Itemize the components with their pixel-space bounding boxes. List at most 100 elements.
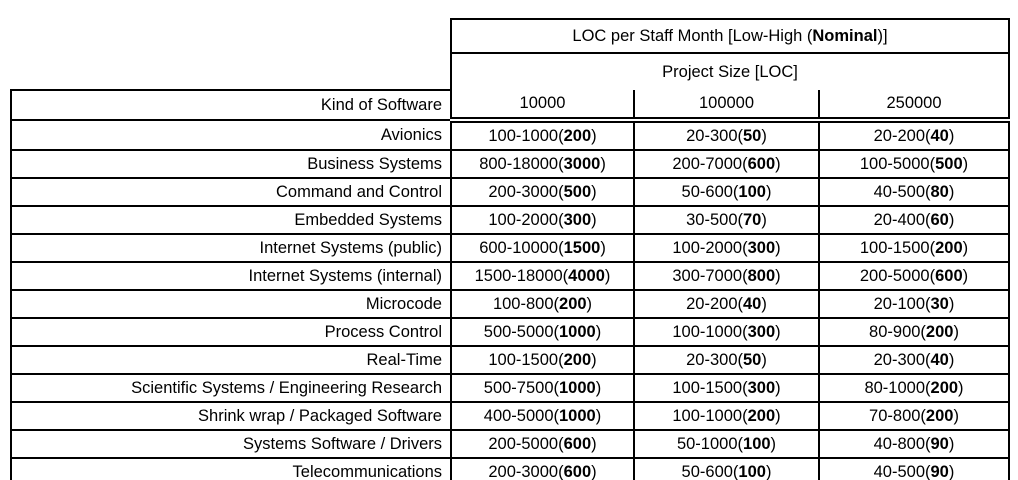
- cell-text-pre: 600-10000(: [479, 238, 564, 257]
- title-text-pre: LOC per Staff Month [Low-High (: [572, 26, 813, 45]
- cell-nominal-text: 90: [930, 434, 949, 453]
- cell-text-pre: 100-1500(: [488, 350, 564, 369]
- cell-text-post: ): [775, 266, 781, 285]
- row-label: Real-Time: [10, 346, 452, 375]
- cell-nominal-text: 80: [930, 182, 949, 201]
- cell-nominal-text: 1500: [563, 238, 601, 257]
- cell-nominal-text: 600: [563, 462, 592, 480]
- table-row: Internet Systems (internal) 1500-18000(4…: [10, 262, 1010, 291]
- table-title: LOC per Staff Month [Low-High (Nominal)]: [450, 18, 1010, 54]
- table-cell: 100-1500(300): [633, 374, 819, 403]
- cell-text-pre: 100-1500(: [859, 238, 936, 257]
- cell-nominal-text: 200: [925, 406, 954, 425]
- table-cell: 100-1000(200): [450, 120, 634, 151]
- cell-text-post: ): [765, 462, 772, 480]
- cell-text-pre: 40-800(: [873, 434, 931, 453]
- cell-text-post: ): [962, 266, 969, 285]
- table-cell: 100-2000(300): [633, 234, 819, 263]
- cell-text-pre: 100-1500(: [672, 378, 748, 397]
- cell-text-post: ): [770, 434, 777, 453]
- cell-text-pre: 20-100(: [873, 294, 931, 313]
- table-cell: 200-5000(600): [450, 430, 634, 459]
- cell-nominal-text: 40: [743, 294, 762, 313]
- cell-text-pre: 20-400(: [873, 210, 931, 229]
- cell-text-pre: 100-2000(: [488, 210, 564, 229]
- table-cell: 600-10000(1500): [450, 234, 634, 263]
- cell-text-pre: 100-1000(: [672, 406, 748, 425]
- cell-nominal-text: 1000: [559, 406, 596, 425]
- cell-text-post: ): [948, 462, 955, 480]
- cell-text-post: ): [761, 210, 767, 229]
- cell-text-pre: 300-7000(: [672, 266, 748, 285]
- cell-nominal-text: 200: [563, 350, 592, 369]
- blank-corner: [11, 19, 451, 53]
- table-cell: 100-800(200): [450, 290, 634, 319]
- table-cell: 100-1000(200): [633, 402, 819, 431]
- table-cell: 100-1500(200): [450, 346, 634, 375]
- table-cell: 100-1000(300): [633, 318, 819, 347]
- table-cell: 20-300(40): [818, 346, 1010, 375]
- cell-nominal-text: 200: [935, 238, 963, 257]
- cell-text-post: ): [600, 154, 606, 173]
- cell-text-pre: 50-1000(: [676, 434, 744, 453]
- cell-text-post: ): [958, 378, 964, 397]
- cell-nominal-text: 300: [563, 210, 592, 229]
- kind-of-software-header: Kind of Software: [10, 89, 452, 121]
- cell-nominal-text: 100: [738, 462, 766, 480]
- blank-corner: [11, 53, 451, 90]
- cell-text-post: ): [595, 406, 602, 425]
- cell-nominal-text: 600: [563, 434, 592, 453]
- cell-text-post: ): [953, 322, 959, 341]
- cell-nominal-text: 90: [930, 462, 949, 480]
- cell-text-pre: 100-5000(: [859, 154, 936, 173]
- row-label: Telecommunications: [10, 458, 452, 480]
- cell-nominal-text: 40: [930, 126, 949, 145]
- cell-nominal-text: 200: [930, 378, 959, 397]
- cell-nominal-text: 50: [743, 126, 762, 145]
- row-label: Systems Software / Drivers: [10, 430, 452, 459]
- table-row: Systems Software / Drivers 200-5000(600)…: [10, 430, 1010, 459]
- cell-text-post: ): [591, 462, 597, 480]
- cell-nominal-text: 300: [747, 378, 776, 397]
- cell-text-pre: 200-3000(: [488, 462, 564, 480]
- cell-text-post: ): [761, 350, 767, 369]
- cell-text-pre: 500-5000(: [483, 322, 559, 341]
- table-cell: 800-18000(3000): [450, 150, 634, 179]
- cell-text-pre: 40-500(: [873, 182, 931, 201]
- row-label: Internet Systems (public): [10, 234, 452, 263]
- cell-text-post: ): [948, 434, 955, 453]
- cell-nominal-text: 800: [747, 266, 776, 285]
- table-cell: 20-300(50): [633, 346, 819, 375]
- cell-nominal-text: 30: [930, 294, 949, 313]
- table-row: Business Systems 800-18000(3000) 200-700…: [10, 150, 1010, 179]
- cell-text-post: ): [765, 182, 772, 201]
- table-subtitle-row: Project Size [LOC]: [11, 53, 1010, 90]
- table-row: Scientific Systems / Engineering Researc…: [10, 374, 1010, 403]
- cell-nominal-text: 50: [743, 350, 762, 369]
- cell-nominal-text: 200: [563, 126, 592, 145]
- title-text-bold: Nominal: [812, 26, 878, 45]
- row-label: Command and Control: [10, 178, 452, 207]
- cell-text-post: ): [600, 238, 606, 257]
- table-cell: 20-200(40): [633, 290, 819, 319]
- cell-text-post: ): [761, 126, 767, 145]
- cell-text-pre: 20-200(: [873, 126, 931, 145]
- cell-text-pre: 1500-18000(: [474, 266, 569, 285]
- row-label: Shrink wrap / Packaged Software: [10, 402, 452, 431]
- cell-text-post: ): [591, 350, 597, 369]
- cell-text-post: ): [962, 238, 969, 257]
- table-cell: 50-600(100): [633, 458, 819, 480]
- cell-text-pre: 50-600(: [681, 462, 739, 480]
- cell-text-pre: 200-5000(: [859, 266, 936, 285]
- table-cell: 200-3000(600): [450, 458, 634, 480]
- cell-text-post: ): [775, 322, 781, 341]
- table-cell: 40-800(90): [818, 430, 1010, 459]
- table-cell: 30-500(70): [633, 206, 819, 235]
- table-row: Process Control 500-5000(1000) 100-1000(…: [10, 318, 1010, 347]
- cell-nominal-text: 200: [925, 322, 954, 341]
- cell-text-post: ): [948, 126, 955, 145]
- cell-text-post: ): [591, 182, 597, 201]
- cell-nominal-text: 70: [743, 210, 762, 229]
- cell-text-pre: 20-300(: [873, 350, 931, 369]
